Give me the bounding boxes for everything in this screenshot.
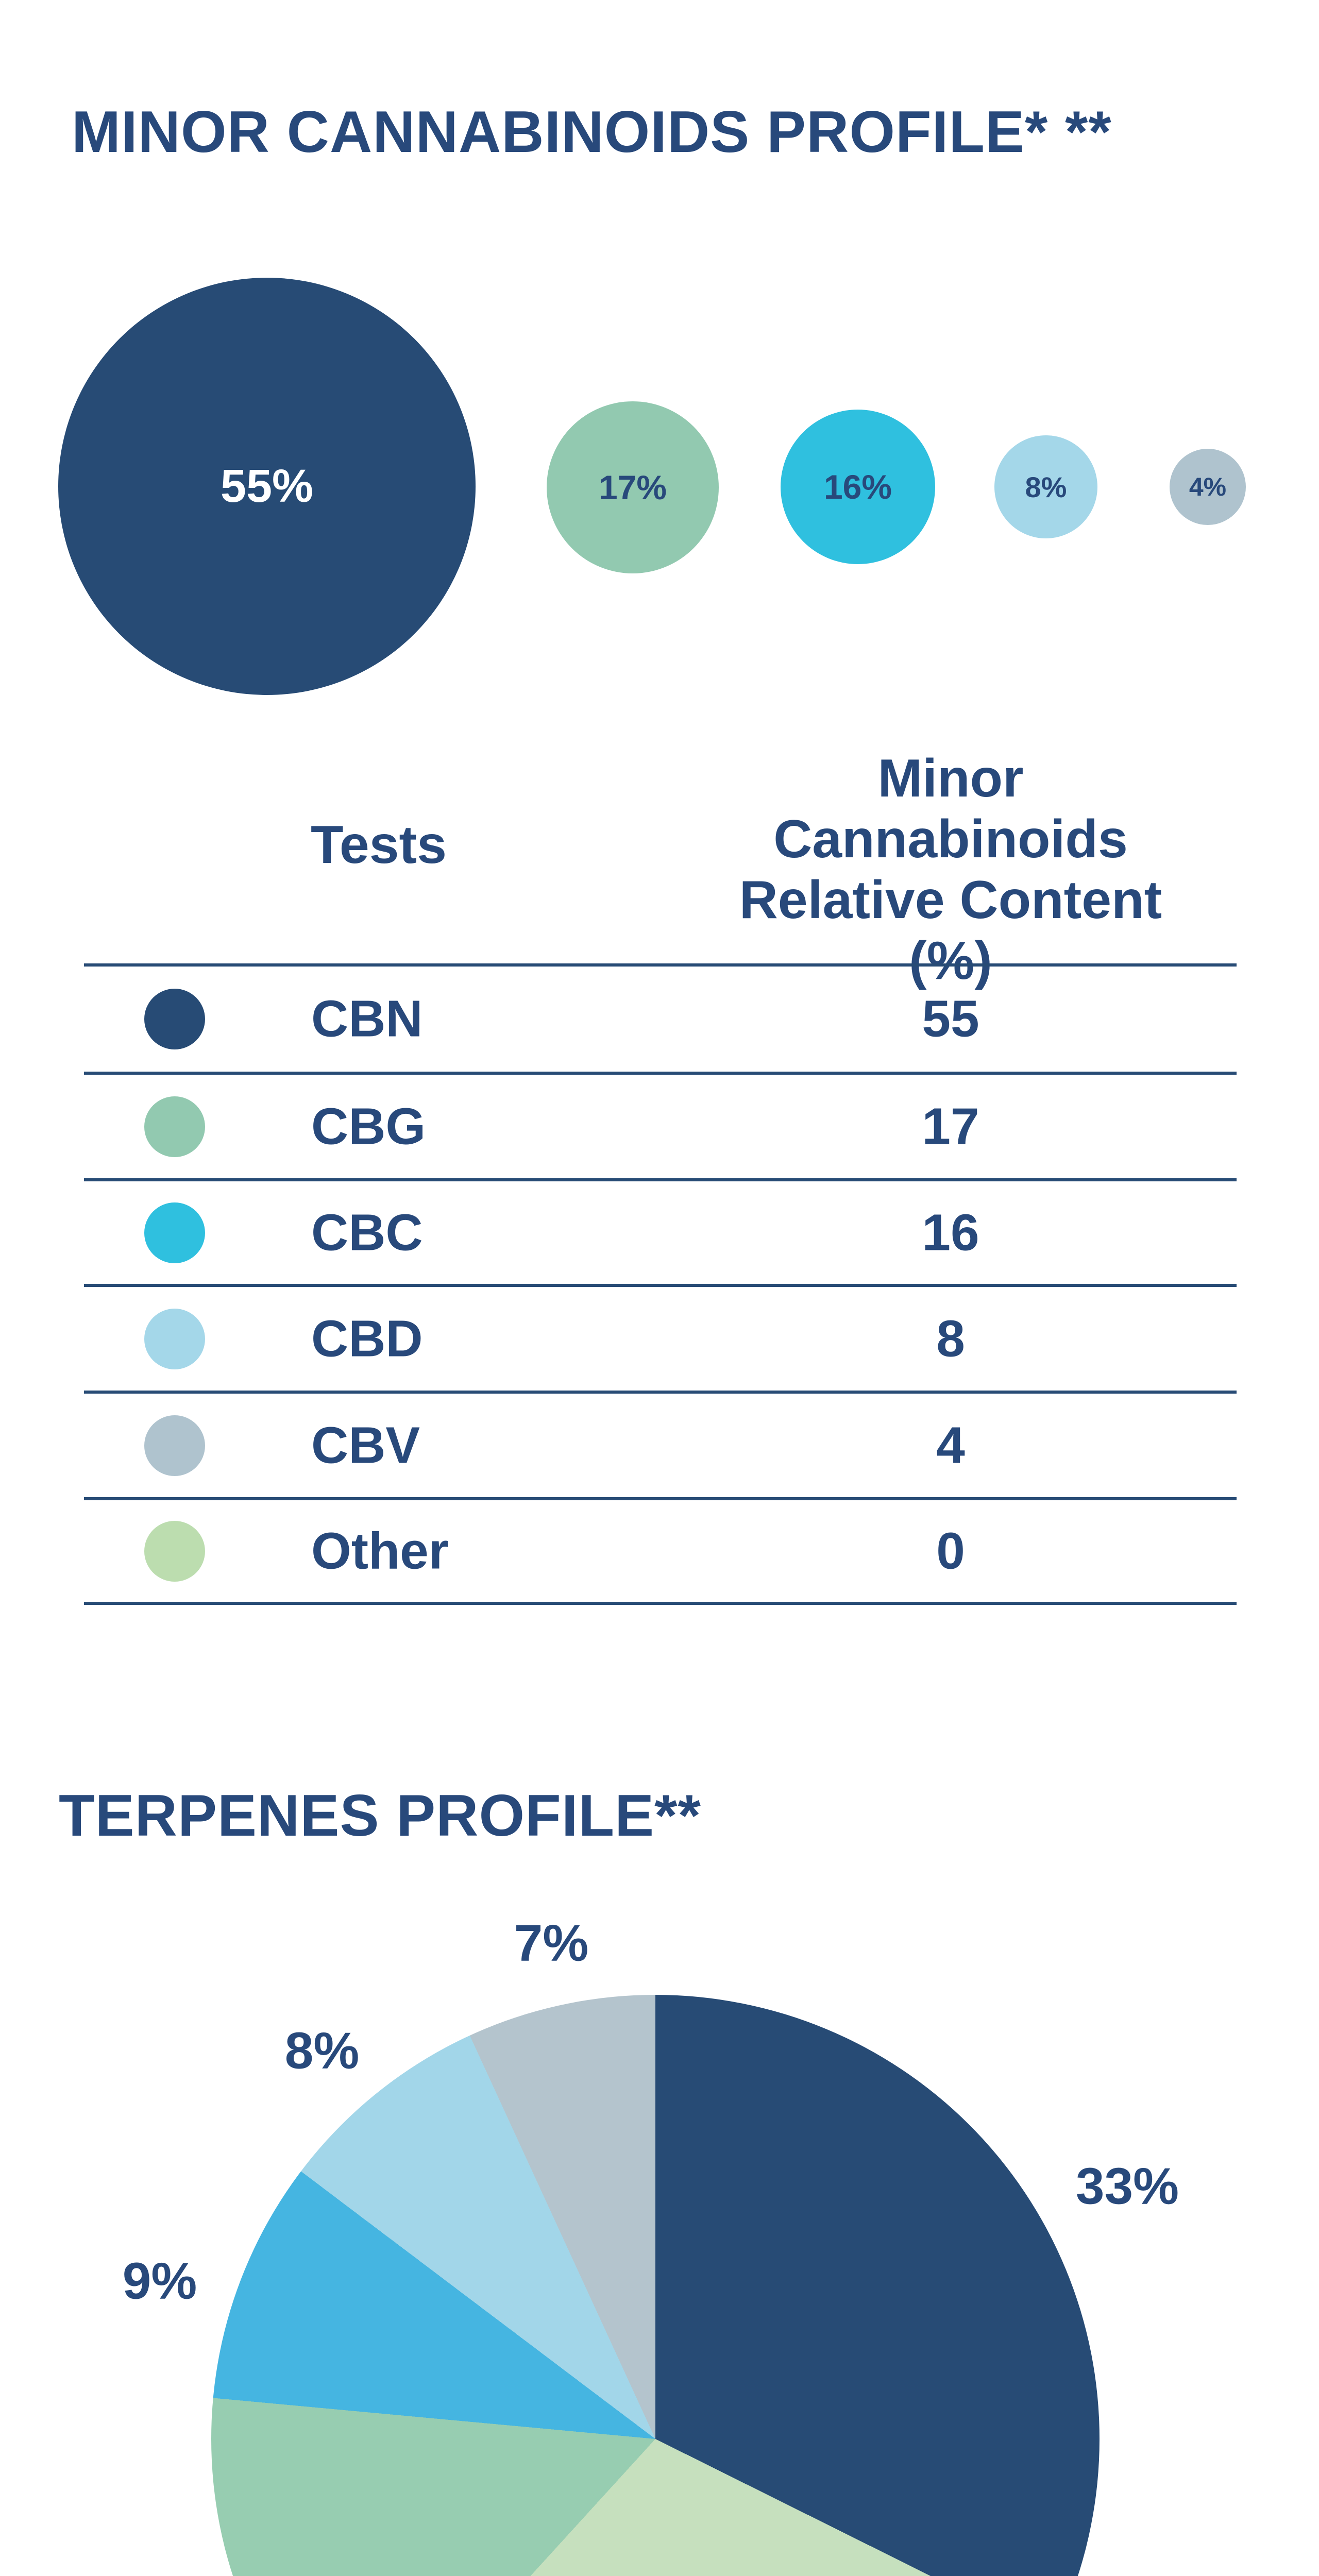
bubble-cbd: 8% xyxy=(994,435,1097,538)
test-name: CBV xyxy=(311,1416,420,1474)
minor-cannabinoids-title: MINOR CANNABINOIDS PROFILE* ** xyxy=(72,99,1112,165)
test-value: 4 xyxy=(936,1416,965,1474)
test-name: CBD xyxy=(311,1310,423,1367)
pie-slice-label-myrcene: 33% xyxy=(1075,2157,1179,2215)
bubble-cbv-value-label: 4% xyxy=(1189,472,1227,501)
test-name: CBN xyxy=(311,990,423,1048)
table-row: CBV 4 xyxy=(0,1392,1319,1499)
row-color-swatch-cbd xyxy=(144,1308,205,1369)
row-color-swatch-cbg xyxy=(144,1096,205,1157)
table-divider xyxy=(84,1284,1237,1287)
table-header-line-3: (%) xyxy=(909,931,992,991)
bubble-cbg-value-label: 17% xyxy=(598,468,667,506)
test-value: 55 xyxy=(922,990,979,1048)
test-name: Other xyxy=(311,1522,449,1580)
bubble-cbg: 17% xyxy=(547,401,719,573)
test-value: 17 xyxy=(922,1097,979,1155)
table-header-line-2: Relative Content xyxy=(739,870,1162,930)
test-value: 16 xyxy=(922,1204,979,1261)
table-header-tests: Tests xyxy=(311,815,447,875)
bubble-cbn: 55% xyxy=(58,278,476,695)
test-value: 0 xyxy=(936,1522,965,1580)
row-color-swatch-other xyxy=(144,1520,205,1582)
bubble-cbn-value-label: 55% xyxy=(220,460,314,512)
table-divider xyxy=(84,963,1237,967)
row-color-swatch-cbn xyxy=(144,989,205,1049)
table-header-relative-content: Minor Cannabinoids Relative Content (%) xyxy=(719,748,1182,991)
bubble-cbc-value-label: 16% xyxy=(823,468,892,506)
table-row: CBN 55 xyxy=(0,965,1319,1073)
table-divider xyxy=(84,1602,1237,1605)
table-divider xyxy=(84,1497,1237,1500)
table-row: CBC 16 xyxy=(0,1180,1319,1285)
terpenes-pie-chart xyxy=(211,1995,1100,2576)
table-divider xyxy=(84,1391,1237,1394)
terpenes-title: TERPENES PROFILE** xyxy=(59,1783,701,1849)
pie-slice-label-terpinolene: 7% xyxy=(514,1914,589,1972)
pie-slice-label-dl-limonene: 9% xyxy=(122,2252,197,2310)
bubble-cbc: 16% xyxy=(781,410,935,564)
table-divider xyxy=(84,1178,1237,1181)
pie-slice-label-l-fenchone: 8% xyxy=(284,2022,360,2080)
row-color-swatch-cbc xyxy=(144,1202,205,1263)
table-header-line-1: Minor Cannabinoids xyxy=(773,749,1128,869)
table-row: CBD 8 xyxy=(0,1285,1319,1392)
table-divider xyxy=(84,1072,1237,1075)
test-name: CBG xyxy=(311,1097,426,1155)
row-color-swatch-cbv xyxy=(144,1415,205,1476)
bubble-cbd-value-label: 8% xyxy=(1025,470,1067,503)
test-name: CBC xyxy=(311,1204,423,1261)
table-row: CBG 17 xyxy=(0,1073,1319,1180)
test-value: 8 xyxy=(936,1310,965,1367)
table-row: Other 0 xyxy=(0,1499,1319,1603)
bubble-cbv: 4% xyxy=(1170,449,1246,525)
